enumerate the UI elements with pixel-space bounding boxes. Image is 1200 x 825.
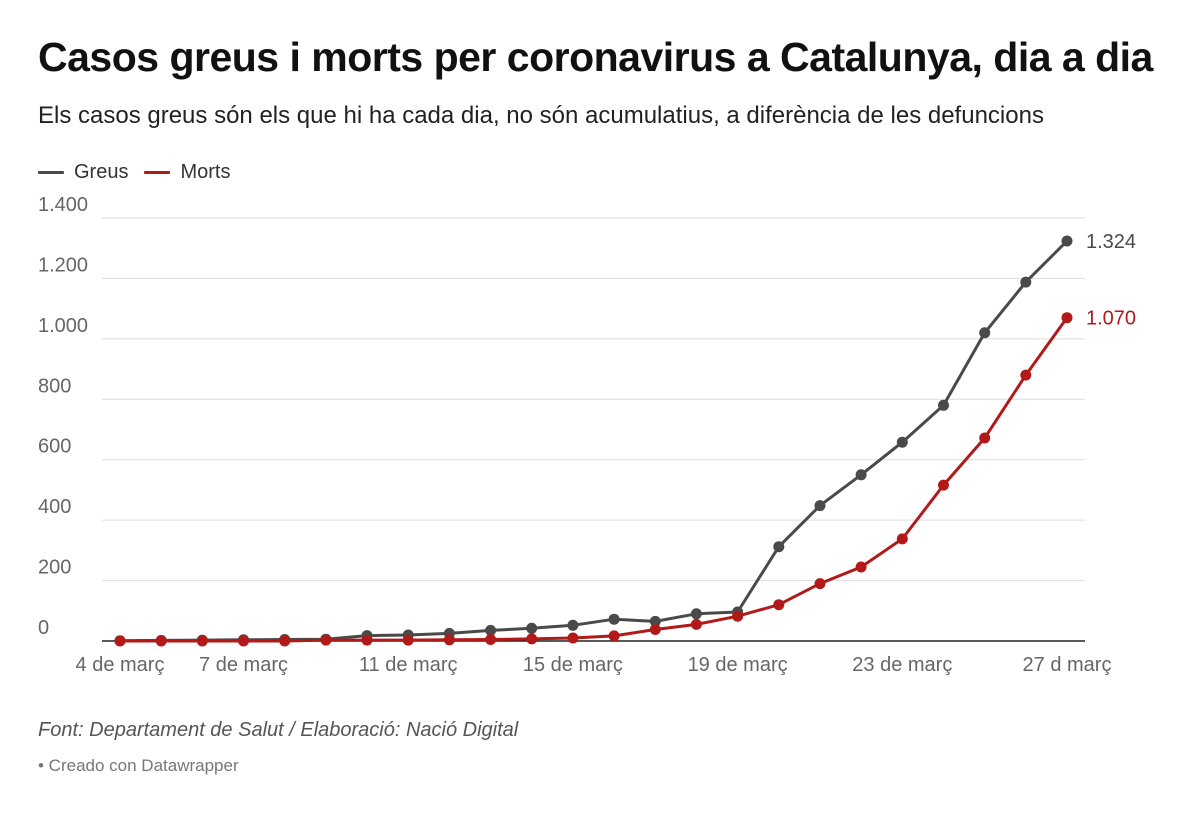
y-tick-label: 400: [38, 496, 71, 518]
data-point-morts: [567, 632, 579, 644]
chart-legend: Greus Morts: [38, 161, 246, 184]
legend-swatch-morts: [144, 171, 171, 174]
data-point-morts: [979, 432, 991, 444]
data-point-morts: [690, 618, 702, 630]
data-point-greus: [690, 608, 702, 620]
x-tick-label: 19 de març: [688, 654, 788, 676]
legend-item-morts: Morts: [144, 161, 230, 184]
credit-note: • Creado con Datawrapper: [38, 756, 239, 775]
x-tick-label: 7 de març: [199, 654, 288, 676]
data-point-morts: [814, 578, 826, 590]
y-tick-label: 1.000: [38, 315, 88, 337]
x-tick-label: 4 de març: [76, 654, 165, 676]
data-point-morts: [608, 630, 620, 642]
data-point-greus: [526, 622, 538, 634]
data-point-morts: [896, 533, 908, 545]
end-label-morts: 1.070: [1086, 308, 1136, 330]
y-tick-label: 0: [38, 617, 49, 639]
legend-swatch-greus: [38, 171, 64, 174]
end-label-greus: 1.324: [1086, 231, 1136, 253]
data-point-morts: [114, 635, 126, 647]
data-point-morts: [526, 633, 538, 645]
data-point-greus: [649, 615, 661, 627]
y-tick-label: 1.200: [38, 254, 88, 276]
data-point-morts: [361, 634, 373, 646]
data-point-morts: [279, 635, 291, 647]
data-point-morts: [855, 561, 867, 573]
chart-subtitle: Els casos greus són els que hi ha cada d…: [38, 102, 1044, 129]
data-point-greus: [773, 541, 785, 553]
data-point-greus: [1020, 276, 1032, 288]
y-tick-label: 200: [38, 557, 71, 579]
data-point-greus: [485, 624, 497, 636]
data-point-morts: [320, 634, 332, 646]
source-note: Font: Departament de Salut / Elaboració:…: [38, 719, 519, 741]
data-point-greus: [1061, 235, 1073, 247]
y-tick-label: 800: [38, 375, 71, 397]
legend-label-greus: Greus: [74, 161, 129, 183]
data-point-morts: [938, 479, 949, 491]
legend-label-morts: Morts: [180, 161, 231, 183]
data-point-morts: [402, 634, 414, 646]
data-point-morts: [238, 635, 249, 647]
y-tick-label: 1.400: [38, 194, 88, 216]
data-point-greus: [567, 619, 579, 631]
data-point-morts: [485, 634, 497, 645]
chart-title: Casos greus i morts per coronavirus a Ca…: [38, 34, 1153, 80]
data-point-morts: [155, 635, 167, 647]
x-tick-label: 27 d març: [1023, 654, 1112, 676]
data-point-greus: [608, 613, 620, 625]
data-point-greus: [979, 327, 991, 339]
data-point-morts: [443, 634, 455, 646]
x-tick-label: 15 de març: [523, 654, 623, 676]
data-point-greus: [938, 399, 949, 411]
y-tick-label: 600: [38, 436, 71, 458]
data-point-greus: [814, 500, 826, 512]
legend-item-greus: Greus: [38, 161, 128, 184]
series-line-morts: [118, 316, 1069, 643]
data-point-greus: [855, 469, 867, 481]
data-point-morts: [649, 624, 661, 635]
data-point-greus: [896, 436, 908, 448]
data-point-morts: [1061, 312, 1073, 324]
x-tick-label: 23 de març: [852, 654, 952, 676]
data-point-morts: [773, 599, 785, 611]
data-point-morts: [196, 635, 208, 647]
x-tick-label: 11 de març: [359, 654, 458, 676]
data-point-morts: [732, 610, 744, 622]
data-point-morts: [1020, 369, 1032, 381]
